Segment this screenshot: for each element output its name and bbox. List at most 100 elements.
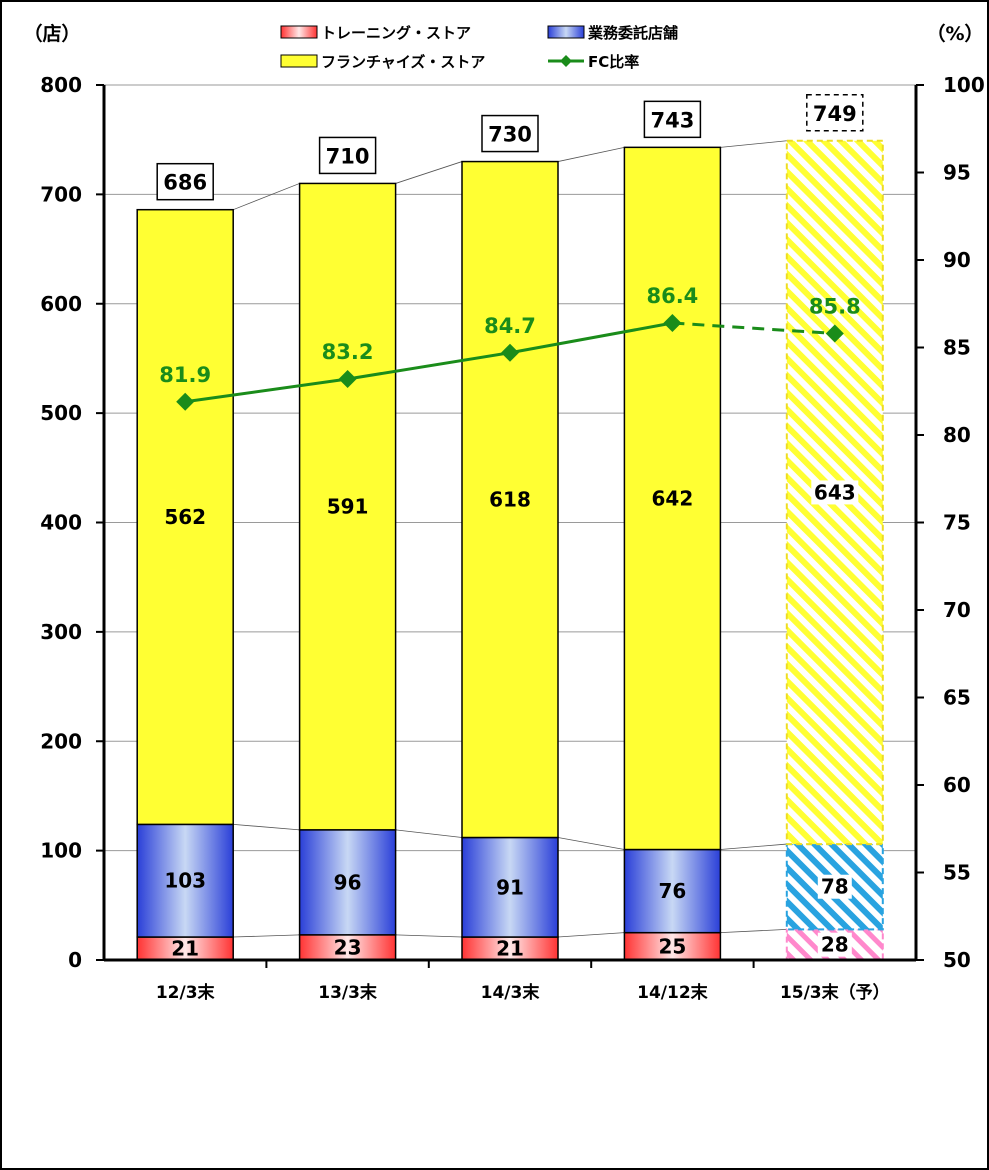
connector-line: [557, 837, 625, 850]
fc-ratio-line-forecast: [672, 321, 835, 335]
fc-ratio-label: 83.2: [322, 340, 374, 364]
connector-line: [720, 140, 787, 148]
bar-segment: [623, 146, 722, 851]
y-right-tick-label: 100: [943, 73, 985, 97]
bar-segment: [461, 160, 559, 839]
fc-ratio-point: [176, 392, 195, 411]
total-label: 749: [806, 94, 864, 132]
segment-label: 643: [814, 480, 856, 504]
x-tick-label: 14/12末: [637, 982, 709, 1003]
total-label: 686: [156, 162, 214, 201]
connector-line: [557, 932, 625, 938]
x-tick-label: 14/3末: [481, 982, 541, 1003]
legend-item-franchise: フランチャイズ・ストア: [280, 53, 485, 71]
fc-ratio-point: [338, 370, 357, 388]
total-label: 730: [481, 114, 539, 153]
y-right-tick-label: 55: [943, 861, 971, 885]
y-right-tick-label: 70: [943, 598, 971, 622]
labels: 21 103 562 23 96 591 21 91 618 25 76 642 28 78 643 686 7…: [156, 94, 864, 961]
segment-label-bg: [817, 874, 852, 899]
segment-label: 96: [334, 870, 362, 894]
legend: トレーニング・ストア 業務委託店舗 フランチャイズ・ストア FC比率: [280, 24, 678, 71]
segment-label: 91: [496, 875, 524, 899]
connector-lines: [233, 140, 787, 938]
segment-label: 78: [821, 875, 849, 899]
total-label: 743: [643, 100, 702, 139]
y-left-tick-label: 500: [40, 401, 82, 425]
y-left-tick-label: 400: [40, 511, 82, 535]
connector-line: [395, 829, 463, 838]
fc-ratio-point: [825, 324, 844, 343]
svg-text:フランチャイズ・ストア: フランチャイズ・ストア: [321, 53, 485, 71]
segment-label: 21: [496, 937, 524, 961]
y-right-tick-label: 75: [943, 511, 971, 535]
total-label-box: [806, 94, 864, 132]
segment-label: 562: [164, 505, 206, 529]
legend-item-fc-ratio: FC比率: [548, 53, 639, 71]
y-right-tick-label: 80: [943, 423, 971, 447]
bar-segment: [623, 931, 722, 961]
segment-label-bg: [811, 480, 859, 505]
y-right-tick-label: 65: [943, 686, 971, 710]
total-label-text: 710: [326, 144, 370, 168]
y-left-tick-label: 300: [40, 620, 82, 644]
total-label-text: 686: [163, 171, 207, 195]
segment-label: 21: [171, 937, 199, 961]
bar-segment: [136, 208, 234, 826]
segment-label: 28: [821, 933, 849, 957]
y-left-unit: （店）: [23, 22, 80, 45]
bars: [136, 139, 884, 961]
connector-line: [395, 161, 463, 184]
x-tick-label: 12/3末: [156, 982, 216, 1003]
y-right-unit: （%）: [926, 22, 983, 45]
total-label-box: [318, 136, 377, 175]
y-right-tick-label: 90: [943, 248, 971, 272]
svg-text:業務委託店舗: 業務委託店舗: [587, 24, 678, 42]
segment-label: 591: [327, 495, 369, 519]
fc-ratio-label: 81.9: [159, 363, 211, 387]
connector-line: [233, 934, 300, 938]
y-left-tick-label: 800: [40, 73, 82, 97]
y-left-tick-label: 200: [40, 729, 82, 753]
fc-ratio-label: 84.7: [484, 314, 536, 338]
fc-ratio-line-actual: [184, 321, 673, 404]
fc-ratio-point: [663, 314, 682, 332]
total-label-text: 743: [650, 108, 694, 132]
connector-line: [233, 183, 300, 211]
total-label-box: [643, 100, 702, 139]
connector-line: [720, 843, 787, 850]
total-label-text: 749: [813, 102, 857, 126]
y-right-tick-label: 50: [943, 948, 971, 972]
axes: 0 100 200 300 400 500 600 700 800 50 55 60 65 70 75 80 8…: [40, 73, 985, 1003]
legend-item-training: トレーニング・ストア: [280, 24, 471, 42]
segment-label: 76: [658, 879, 686, 903]
bar-segment: [623, 848, 722, 934]
legend-item-outsourced: 業務委託店舗: [547, 24, 678, 42]
fc-ratio-label: 85.8: [809, 295, 861, 319]
y-left-tick-label: 700: [40, 182, 82, 206]
y-right-tick-label: 85: [943, 336, 971, 360]
fc-ratio-point: [501, 343, 519, 362]
bar-segment: [136, 823, 234, 938]
svg-text:トレーニング・ストア: トレーニング・ストア: [321, 24, 471, 42]
y-right-tick-label: 95: [943, 161, 971, 185]
fc-ratio-label: 86.4: [646, 284, 698, 308]
segment-label: 618: [489, 488, 531, 512]
y-right-tick-label: 60: [943, 773, 971, 797]
x-tick-label: 15/3末（予）: [780, 982, 890, 1003]
total-label: 710: [318, 136, 377, 175]
total-label-text: 730: [488, 123, 532, 147]
bar-segment: [298, 829, 397, 936]
connector-line: [233, 823, 300, 831]
segment-label: 23: [334, 935, 362, 959]
fc-ratio-line: 81.9 83.2 84.7 86.4 85.8: [159, 284, 861, 411]
connector-line: [557, 146, 625, 162]
segment-label-bg: [817, 932, 852, 957]
y-left-tick-label: 600: [40, 292, 82, 316]
y-left-tick-label: 100: [40, 839, 82, 863]
total-label-box: [156, 162, 214, 201]
connector-line: [395, 934, 463, 938]
connector-line: [720, 928, 787, 934]
svg-text:FC比率: FC比率: [588, 53, 639, 71]
